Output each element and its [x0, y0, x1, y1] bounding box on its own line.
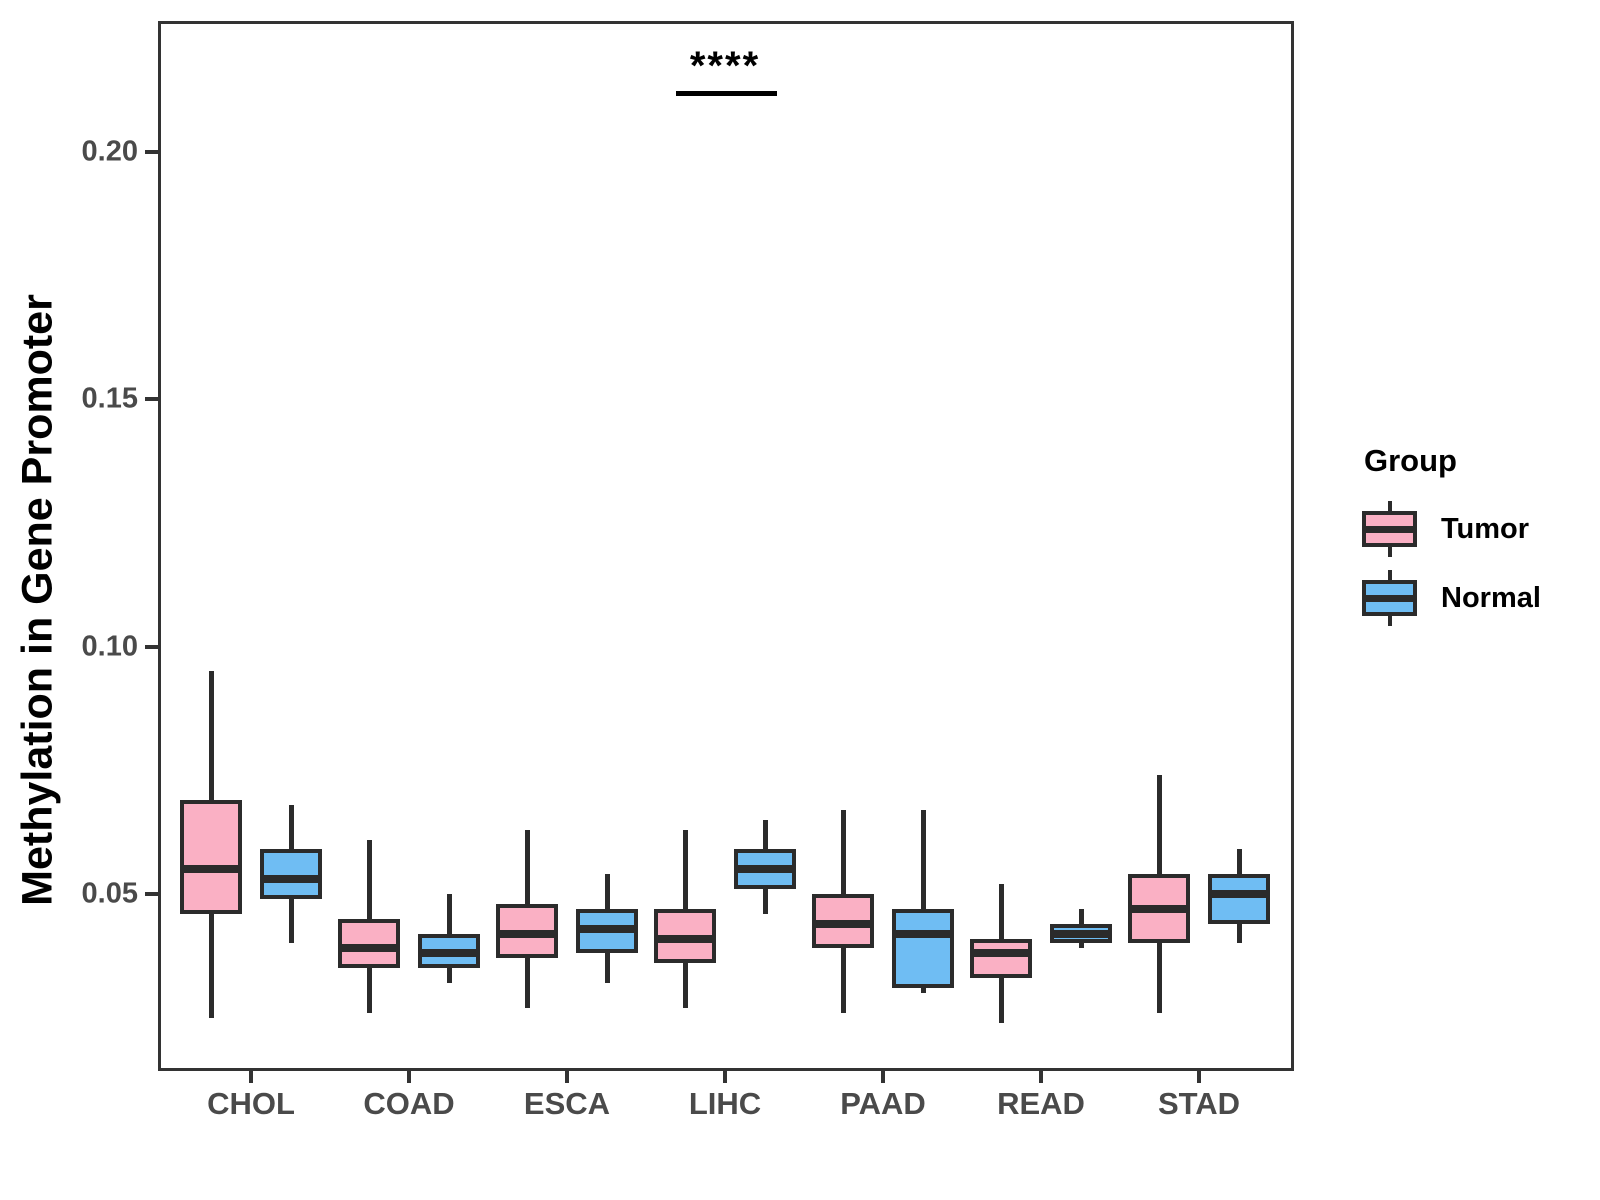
legend: Group Tumor Normal — [1362, 443, 1541, 637]
legend-key-boxplot-icon — [1362, 568, 1417, 628]
x-tick-label-coad: COAD — [363, 1086, 455, 1121]
legend-key-median — [1366, 595, 1413, 602]
x-tick-label-esca: ESCA — [523, 1086, 611, 1121]
boxplot-median-tumor-coad — [341, 944, 397, 953]
y-tick-label: 0.10 — [81, 630, 138, 663]
boxplot-box-tumor-coad — [338, 918, 400, 969]
y-tick-label: 0.20 — [81, 135, 138, 168]
legend-item-label: Tumor — [1441, 512, 1530, 545]
x-tick-mark — [249, 1071, 253, 1083]
boxplot-box-tumor-read — [970, 938, 1032, 979]
legend-items: Tumor Normal — [1362, 499, 1541, 628]
boxplot-median-normal-read — [1053, 929, 1109, 938]
x-tick-mark — [881, 1071, 885, 1083]
x-tick-label-read: READ — [997, 1086, 1085, 1121]
boxplot-median-normal-esca — [579, 924, 635, 933]
boxplot-median-normal-coad — [421, 949, 477, 958]
x-tick-label-stad: STAD — [1157, 1086, 1241, 1121]
boxplot-box-tumor-chol — [180, 800, 242, 914]
significance-bar — [676, 91, 777, 96]
y-tick-mark — [145, 397, 158, 402]
x-tick-label-lihc: LIHC — [688, 1086, 762, 1121]
boxplot-median-normal-chol — [263, 875, 319, 884]
x-tick-mark — [1039, 1071, 1043, 1083]
boxplot-median-tumor-paad — [815, 919, 871, 928]
boxplot-box-normal-stad — [1208, 874, 1270, 924]
x-tick-mark — [723, 1071, 727, 1083]
boxplot-median-tumor-read — [973, 949, 1029, 958]
boxplot-median-tumor-esca — [499, 929, 555, 938]
boxplot-box-normal-paad — [892, 908, 954, 988]
x-tick-mark — [1197, 1071, 1201, 1083]
legend-key-boxplot-icon — [1362, 499, 1417, 559]
boxplot-median-tumor-stad — [1131, 904, 1187, 913]
legend-item-tumor: Tumor — [1362, 499, 1541, 559]
legend-item-label: Normal — [1441, 581, 1541, 614]
x-tick-label-paad: PAAD — [840, 1086, 926, 1121]
boxplot-median-normal-paad — [895, 929, 951, 938]
y-tick-mark — [145, 644, 158, 649]
boxplot-median-normal-lihc — [737, 865, 793, 874]
legend-item-normal: Normal — [1362, 568, 1541, 628]
boxplot-whisker-normal-paad — [920, 809, 926, 993]
x-tick-mark — [565, 1071, 569, 1083]
y-tick-label: 0.05 — [81, 877, 138, 910]
boxplot-median-normal-stad — [1211, 890, 1267, 898]
significance-stars: **** — [689, 44, 761, 88]
boxplot-median-tumor-chol — [183, 865, 239, 874]
x-tick-mark — [407, 1071, 411, 1083]
y-tick-mark — [145, 892, 158, 896]
boxplot-box-normal-chol — [260, 849, 322, 899]
y-tick-label: 0.15 — [81, 382, 138, 415]
legend-title: Group — [1364, 443, 1457, 478]
x-tick-label-chol: CHOL — [207, 1086, 295, 1121]
y-tick-mark — [145, 150, 158, 155]
boxplot-median-tumor-lihc — [657, 934, 713, 943]
plot-panel — [158, 21, 1294, 1071]
legend-key-median — [1366, 526, 1413, 533]
